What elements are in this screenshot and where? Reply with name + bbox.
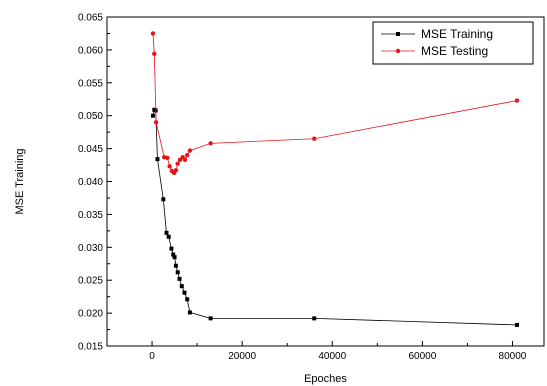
data-point: [185, 297, 190, 302]
series-line: [152, 109, 517, 326]
y-tick-label: 0.020: [78, 309, 103, 320]
y-tick-label: 0.060: [78, 45, 103, 56]
series-layer: [150, 31, 520, 327]
legend-box: [372, 21, 534, 65]
data-point: [150, 31, 156, 36]
x-tick-label: 40000: [318, 351, 346, 362]
data-point: [184, 152, 190, 158]
legend-label: MSE Testing: [421, 44, 488, 58]
data-point: [187, 148, 193, 153]
y-tick-label: 0.065: [78, 13, 103, 24]
data-point: [161, 197, 166, 202]
data-point: [179, 284, 184, 289]
y-tick-label: 0.015: [78, 342, 103, 353]
data-point: [514, 322, 519, 327]
legend-item: MSE Training: [381, 27, 493, 41]
plot-area: [106, 16, 545, 347]
data-point: [175, 270, 180, 275]
legend-marker: [395, 48, 401, 54]
series-line: [152, 33, 518, 174]
x-axis-title: Epoches: [304, 373, 347, 385]
data-point: [175, 161, 180, 166]
y-tick-label: 0.055: [78, 78, 103, 89]
y-tick-label: 0.030: [78, 243, 103, 254]
legend-item: MSE Testing: [381, 44, 488, 58]
data-point: [312, 316, 317, 321]
x-tick-label: 20000: [228, 351, 256, 362]
y-axis-title: MSE Training: [14, 148, 26, 214]
y-tick-label: 0.040: [78, 177, 103, 188]
data-point: [164, 230, 169, 235]
series-0: [150, 107, 519, 327]
data-point: [169, 246, 174, 251]
legend-marker: [396, 32, 400, 36]
data-point: [177, 276, 182, 281]
data-point: [177, 157, 183, 162]
x-tick-label: 0: [149, 351, 155, 362]
data-point: [152, 51, 157, 57]
data-point: [153, 120, 159, 125]
axis-ticks: 0 20000 40000 60000 80000 0.015 0.020 0.025 0.03…: [78, 13, 527, 363]
x-tick-label: 80000: [499, 351, 527, 362]
legend: MSE Training MSE Testing: [372, 21, 534, 65]
data-point: [167, 164, 172, 169]
y-tick-label: 0.050: [78, 111, 103, 122]
data-point: [187, 310, 192, 315]
series-1: [150, 31, 520, 176]
data-point: [208, 141, 213, 146]
data-point: [155, 157, 160, 162]
data-point: [172, 255, 177, 260]
data-point: [312, 136, 317, 141]
y-tick-label: 0.045: [78, 144, 103, 155]
x-tick-label: 60000: [408, 351, 436, 362]
data-point: [173, 168, 179, 173]
data-point: [208, 316, 213, 321]
y-tick-label: 0.025: [78, 276, 103, 287]
data-point: [182, 290, 187, 295]
data-point: [514, 98, 520, 103]
data-point: [150, 113, 155, 118]
data-point: [171, 252, 176, 257]
plot-frame: [106, 16, 545, 347]
data-point: [165, 155, 170, 161]
y-tick-label: 0.035: [78, 210, 103, 221]
data-point: [173, 263, 178, 268]
legend-label: MSE Training: [421, 27, 493, 41]
data-point: [182, 157, 188, 162]
data-point: [166, 234, 171, 239]
